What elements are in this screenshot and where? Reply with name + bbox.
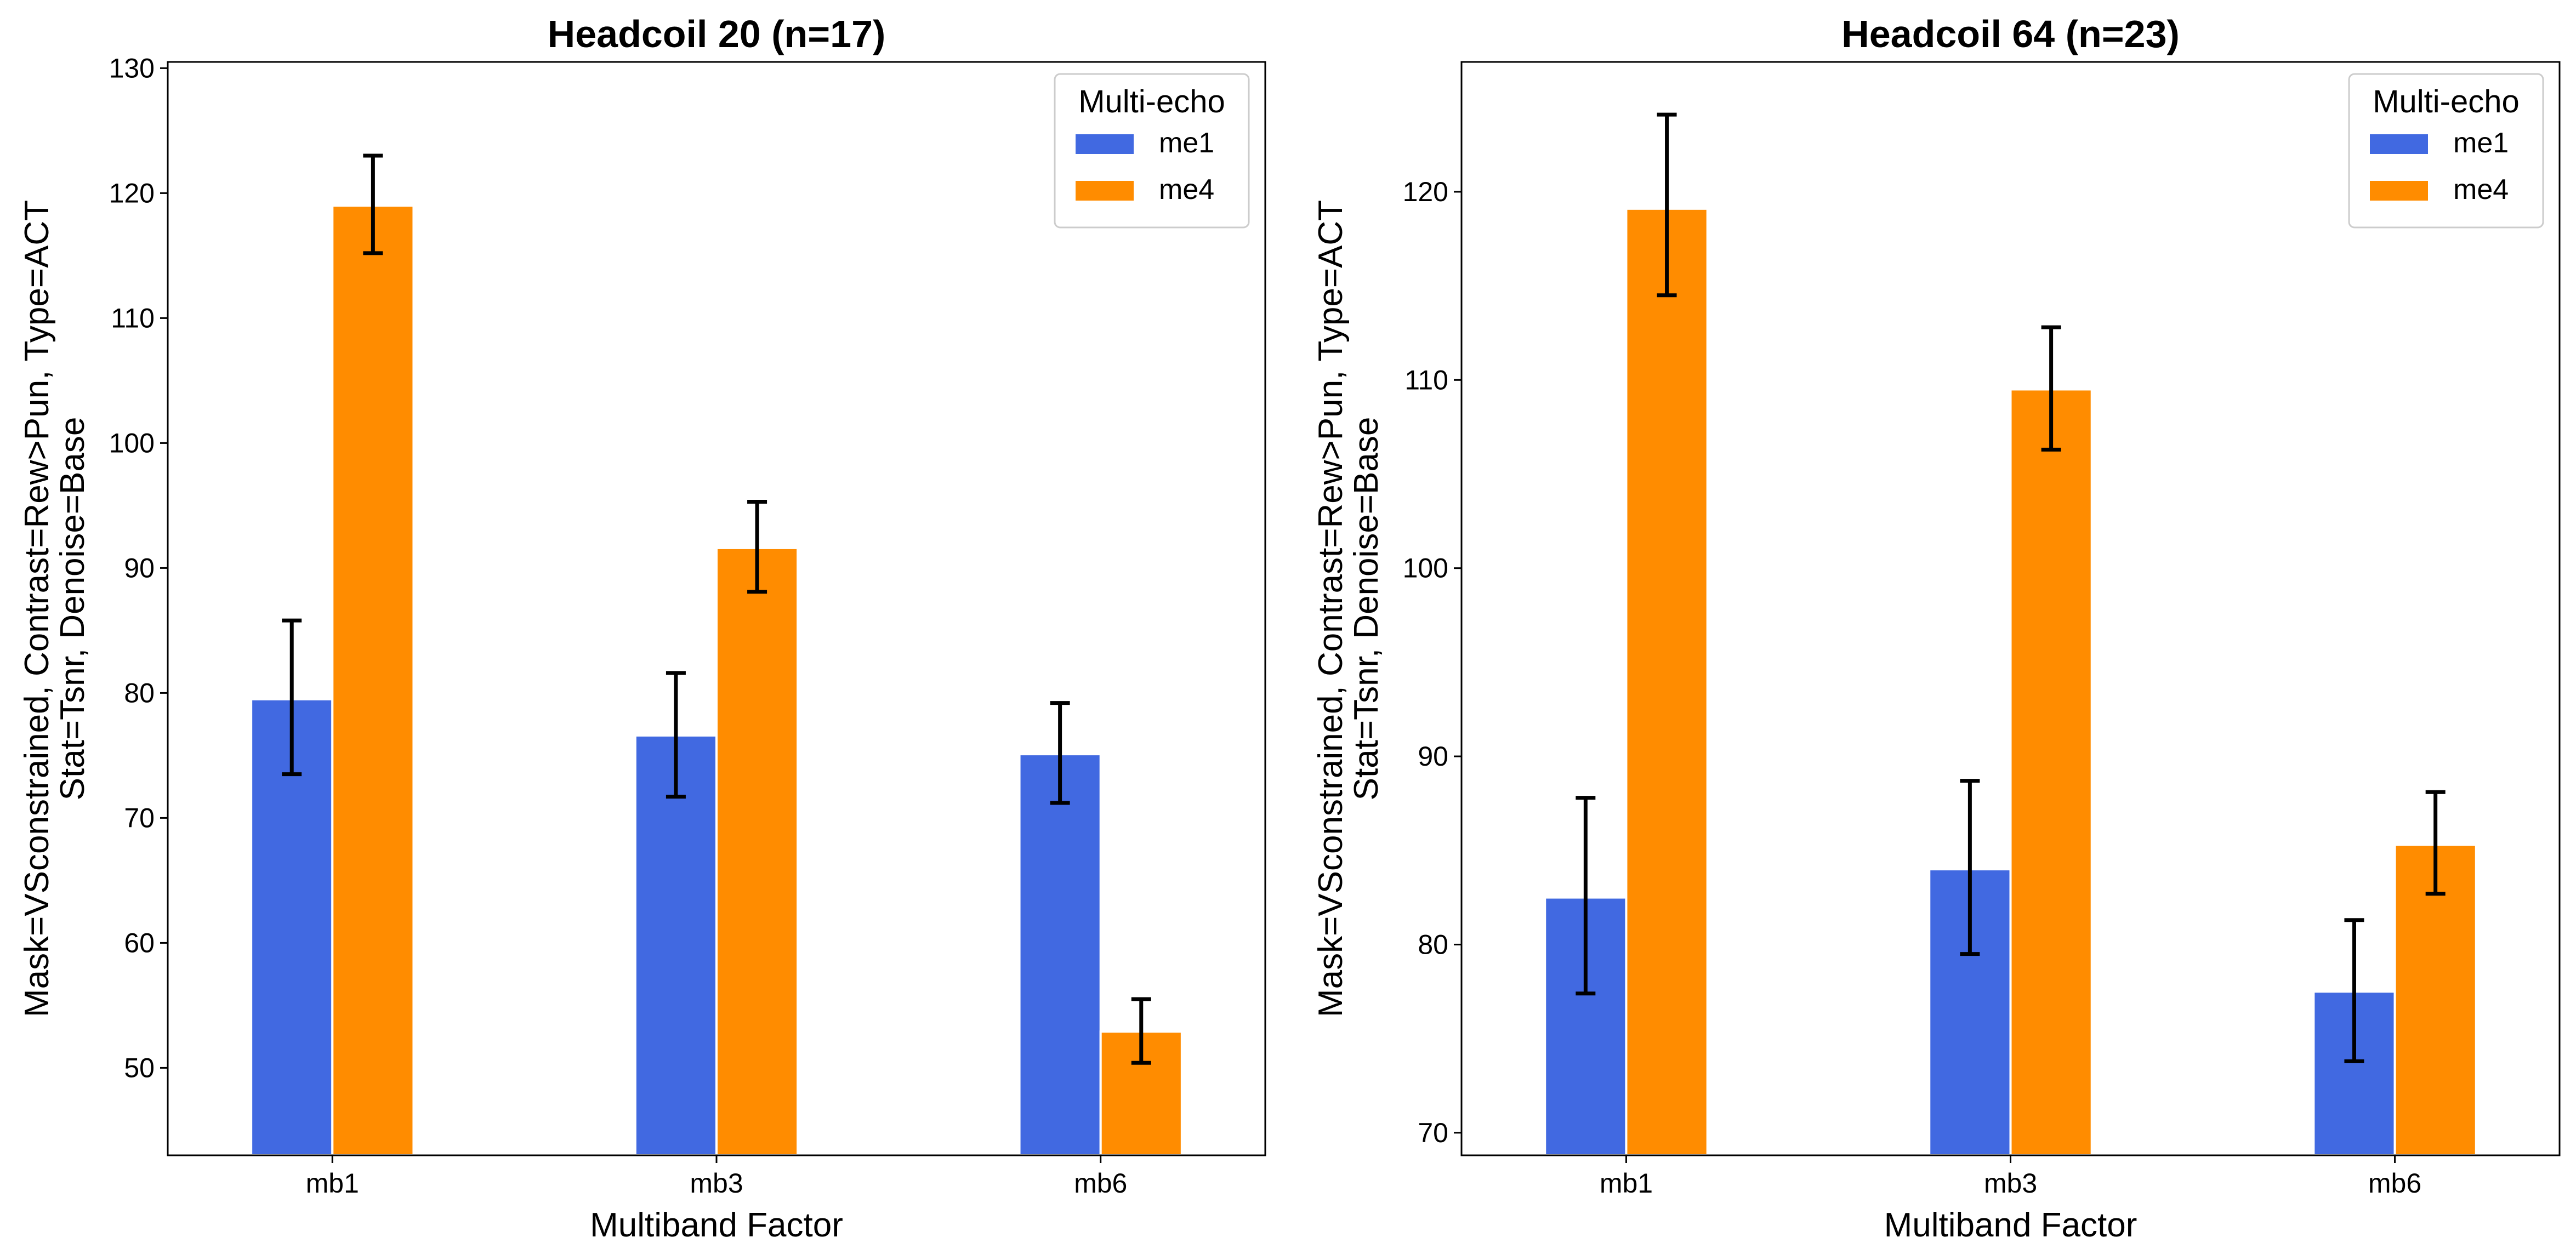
- x-tick-label-mb6: mb6: [2368, 1168, 2421, 1199]
- y-tick-label: 100: [109, 427, 155, 458]
- bar-me4-mb1: [1625, 207, 1709, 1157]
- y-tick-label: 80: [124, 677, 155, 708]
- legend-title: Multi-echo: [2373, 84, 2520, 119]
- legend-title: Multi-echo: [1078, 84, 1225, 119]
- y-tick-label: 120: [1403, 176, 1448, 207]
- bar-me4-mb1: [331, 204, 415, 1157]
- chart-panel-1: 50 60 70 80 90 100 110 120 130 mb1 mb3 mb6 Headcoil …: [18, 13, 1266, 1244]
- y-tick-label: 70: [124, 802, 155, 833]
- legend-label-me4: me4: [2453, 174, 2509, 206]
- legend-swatch-me4: [2370, 181, 2428, 201]
- y-tick-label: 50: [124, 1052, 155, 1083]
- legend-swatch-me1: [1076, 134, 1134, 154]
- legend: Multi-echo me1 me4: [1054, 73, 1250, 229]
- bar-me4-mb3: [715, 546, 799, 1156]
- chart-panel-2: 70 80 90 100 110 120 mb1 mb3 mb6 Headcoil 64 (n=2…: [1312, 13, 2561, 1244]
- y-tick-label: 90: [1418, 741, 1448, 772]
- x-tick-label-mb3: mb3: [690, 1168, 743, 1199]
- legend-swatch-me1: [2370, 134, 2428, 154]
- legend-swatch-me4: [1076, 181, 1134, 201]
- y-tick-label: 100: [1403, 553, 1448, 584]
- bar-me4-mb6: [2393, 843, 2477, 1156]
- x-tick-label-mb3: mb3: [1984, 1168, 2037, 1199]
- x-axis-label: Multiband Factor: [590, 1206, 843, 1244]
- y-tick-label: 110: [1404, 364, 1448, 395]
- y-tick-label: 70: [1418, 1118, 1448, 1148]
- x-tick-label-mb1: mb1: [1600, 1168, 1653, 1199]
- y-tick-label: 60: [124, 927, 155, 958]
- y-tick-label: 80: [1418, 929, 1448, 960]
- y-axis-label-line-1: Mask=VSconstrained, Contrast=Rew>Pun, Ty…: [18, 200, 56, 1017]
- x-tick-label-mb6: mb6: [1074, 1168, 1127, 1199]
- legend: Multi-echo me1 me4: [2348, 73, 2544, 229]
- y-axis-label-line-1: Mask=VSconstrained, Contrast=Rew>Pun, Ty…: [1312, 200, 1350, 1017]
- legend-label-me4: me4: [1159, 174, 1214, 206]
- bar-me4-mb3: [2009, 388, 2093, 1157]
- y-tick-label: 110: [111, 303, 155, 333]
- y-tick-label: 120: [109, 178, 155, 208]
- chart-title: Headcoil 64 (n=23): [1841, 13, 2180, 55]
- y-tick-label: 90: [124, 552, 155, 583]
- x-axis-label: Multiband Factor: [1884, 1206, 2137, 1244]
- bar-me1-mb6: [1018, 753, 1102, 1156]
- y-axis-label-line-2: Stat=Tsnr, Denoise=Base: [54, 417, 92, 801]
- y-axis-label-line-2: Stat=Tsnr, Denoise=Base: [1347, 417, 1385, 801]
- y-tick-label: 130: [109, 53, 155, 83]
- legend-label-me1: me1: [1159, 127, 1214, 159]
- chart-title: Headcoil 20 (n=17): [548, 13, 886, 55]
- x-tick-label-mb1: mb1: [306, 1168, 359, 1199]
- legend-label-me1: me1: [2453, 127, 2509, 159]
